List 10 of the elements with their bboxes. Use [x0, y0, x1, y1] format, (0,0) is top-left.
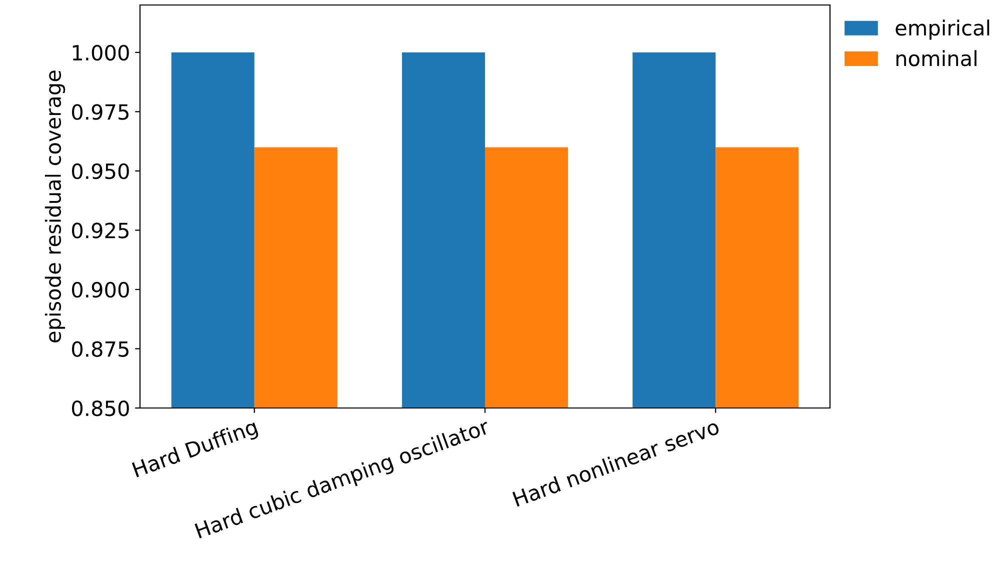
- y-tick-label: 0.950: [72, 163, 129, 180]
- y-axis-title: episode residual coverage: [44, 70, 66, 342]
- y-tick-label: 0.875: [72, 341, 128, 357]
- y-tick-label: 1.000: [72, 44, 129, 61]
- y-tick-label: 0.975: [72, 104, 128, 120]
- y-tick-label: 0.900: [72, 282, 129, 298]
- y-tick-label: 0.925: [72, 222, 128, 238]
- legend-label: nominal: [896, 50, 976, 66]
- legend-label: empirical: [896, 20, 990, 40]
- y-tick-label: 0.850: [72, 400, 129, 416]
